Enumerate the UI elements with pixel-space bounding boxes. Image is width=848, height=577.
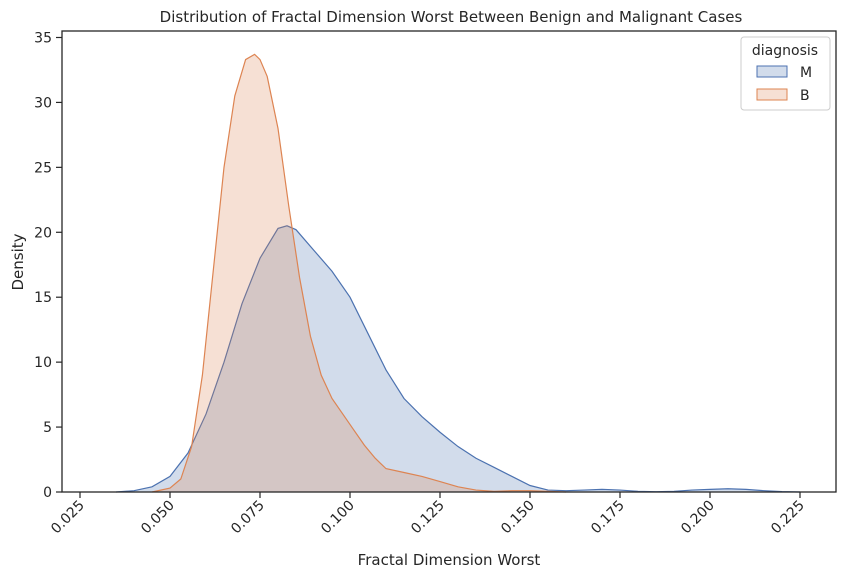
y-tick-label: 10 [34,355,52,371]
legend: diagnosis M B [740,36,831,111]
x-tick-label: 0.225 [768,498,808,538]
x-tick-label: 0.025 [48,498,88,538]
series-area-m [116,225,800,493]
series-layer [115,53,801,493]
series-line-m [115,225,801,493]
x-tick-label: 0.100 [318,498,358,538]
legend-title: diagnosis [752,43,818,59]
x-tick-label: 0.050 [138,498,178,538]
legend-swatch-b [756,88,788,101]
y-tick-label: 20 [34,225,52,241]
x-axis: 0.025 0.050 0.075 0.100 0.125 0.150 0.175 0.200… [48,492,808,537]
x-tick-label: 0.125 [408,498,448,538]
chart-title: Distribution of Fractal Dimension Worst … [160,8,743,26]
series-line-b [151,53,567,493]
legend-label-b: B [800,88,810,104]
legend-swatch-m [756,65,788,78]
x-tick-label: 0.200 [678,498,718,538]
y-axis-label: Density [9,233,27,290]
x-axis-label: Fractal Dimension Worst [358,551,541,569]
legend-box [740,36,831,111]
plot-area [61,30,837,493]
y-tick-label: 5 [43,420,52,436]
y-tick-label: 25 [34,160,52,176]
y-tick-label: 35 [34,30,52,46]
x-tick-label: 0.150 [498,498,538,538]
plot-frame [61,30,837,493]
series-area-b [152,54,566,493]
y-tick-label: 15 [34,290,52,306]
y-tick-label: 0 [43,485,52,501]
x-tick-label: 0.175 [588,498,628,538]
y-axis: 0 5 10 15 20 25 30 35 [34,30,62,501]
x-tick-label: 0.075 [228,498,268,538]
y-tick-label: 30 [34,95,52,111]
legend-label-m: M [800,65,812,81]
